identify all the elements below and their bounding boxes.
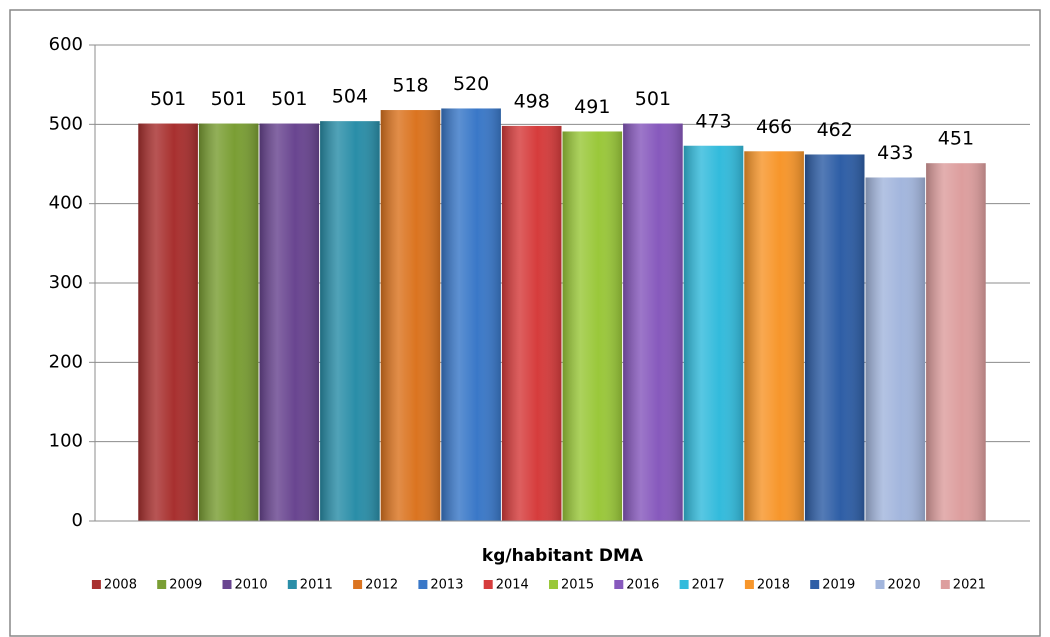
data-label: 491 — [574, 96, 610, 118]
y-tick-label: 200 — [49, 351, 83, 372]
data-label: 498 — [514, 90, 550, 112]
bar-shade — [562, 131, 623, 521]
legend-label: 2014 — [496, 578, 529, 593]
legend-label: 2020 — [888, 578, 921, 593]
bar-shade — [320, 121, 380, 521]
legend-label: 2012 — [365, 578, 398, 593]
bar-shade — [501, 125, 562, 522]
y-tick-label: 400 — [49, 193, 83, 214]
legend-label: 2009 — [169, 578, 202, 593]
data-label: 501 — [211, 88, 247, 110]
y-tick-label: 100 — [49, 431, 83, 452]
bar-shade — [683, 145, 744, 521]
y-tick-label: 0 — [72, 510, 83, 531]
legend-swatch — [614, 580, 624, 589]
legend-label: 2016 — [626, 578, 659, 593]
bar-shade — [259, 123, 320, 521]
legend-swatch — [157, 580, 167, 589]
x-tick-label: kg/habitant DMA — [482, 546, 644, 566]
data-label: 451 — [938, 128, 974, 150]
bar-shade — [804, 154, 865, 522]
legend-label: 2010 — [235, 578, 268, 593]
legend-swatch — [875, 580, 885, 589]
data-label: 466 — [756, 116, 792, 138]
legend-swatch — [287, 580, 297, 589]
data-label: 501 — [271, 88, 307, 110]
bar-shade — [138, 123, 198, 521]
legend-swatch — [679, 580, 689, 589]
legend-label: 2017 — [692, 578, 725, 593]
legend-label: 2008 — [104, 578, 137, 593]
bar-shade — [441, 108, 501, 521]
y-tick-label: 300 — [49, 272, 83, 293]
data-label: 462 — [817, 119, 853, 141]
bar-shade — [623, 123, 683, 521]
bar-shade — [198, 123, 259, 521]
legend-swatch — [222, 580, 232, 589]
data-label: 433 — [877, 142, 913, 164]
legend-swatch — [483, 580, 493, 589]
data-label: 504 — [332, 86, 368, 108]
legend-swatch — [810, 580, 820, 589]
data-label: 501 — [150, 88, 186, 110]
legend-label: 2013 — [430, 578, 463, 593]
bar-shade — [744, 151, 804, 521]
y-tick-label: 600 — [49, 34, 83, 55]
bar-shade — [380, 110, 441, 521]
bar-shade — [865, 177, 926, 521]
data-label: 520 — [453, 73, 489, 95]
bar-shade — [926, 163, 986, 521]
legend-label: 2021 — [953, 578, 986, 593]
legend-swatch — [418, 580, 428, 589]
data-label: 501 — [635, 88, 671, 110]
legend-swatch — [744, 580, 754, 589]
legend-swatch — [91, 580, 101, 589]
legend-label: 2011 — [300, 578, 333, 593]
legend-label: 2019 — [822, 578, 855, 593]
data-label: 518 — [392, 75, 428, 97]
legend-swatch — [549, 580, 558, 589]
legend-swatch — [940, 580, 950, 589]
data-label: 473 — [695, 110, 731, 132]
legend-label: 2015 — [561, 578, 594, 593]
legend-label: 2018 — [757, 578, 790, 593]
legend-swatch — [353, 580, 363, 589]
y-tick-label: 500 — [49, 113, 83, 134]
